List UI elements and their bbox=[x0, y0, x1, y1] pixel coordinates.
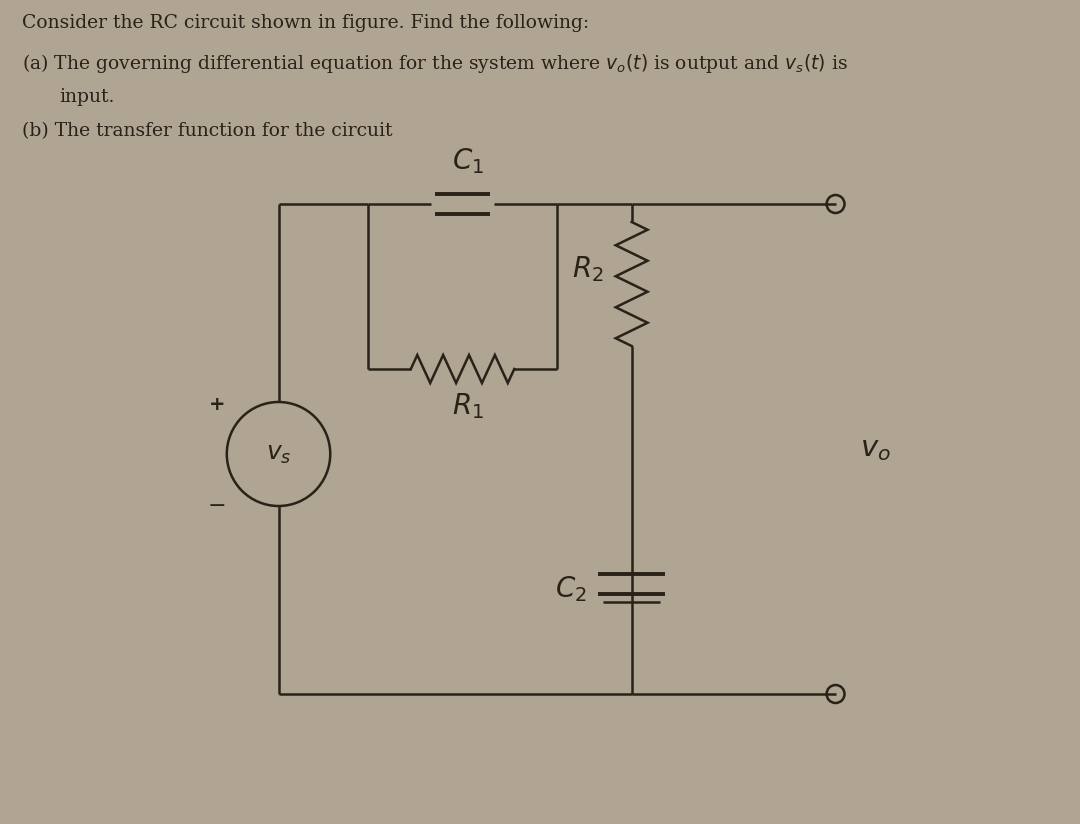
Circle shape bbox=[826, 685, 845, 703]
Text: +: + bbox=[208, 395, 225, 414]
Text: $R_1$: $R_1$ bbox=[451, 391, 484, 421]
Text: input.: input. bbox=[59, 88, 116, 106]
Circle shape bbox=[826, 195, 845, 213]
Text: $R_2$: $R_2$ bbox=[572, 254, 604, 284]
Text: $v_s$: $v_s$ bbox=[266, 442, 292, 466]
Text: (a) The governing differential equation for the system where $v_o(t)$ is output : (a) The governing differential equation … bbox=[22, 52, 848, 75]
Text: $C_1$: $C_1$ bbox=[451, 146, 484, 176]
Text: −: − bbox=[207, 496, 226, 516]
Text: $v_o$: $v_o$ bbox=[861, 435, 891, 463]
Text: $C_2$: $C_2$ bbox=[555, 574, 586, 604]
Text: Consider the RC circuit shown in figure. Find the following:: Consider the RC circuit shown in figure.… bbox=[22, 14, 589, 32]
Text: (b) The transfer function for the circuit: (b) The transfer function for the circui… bbox=[22, 122, 392, 140]
